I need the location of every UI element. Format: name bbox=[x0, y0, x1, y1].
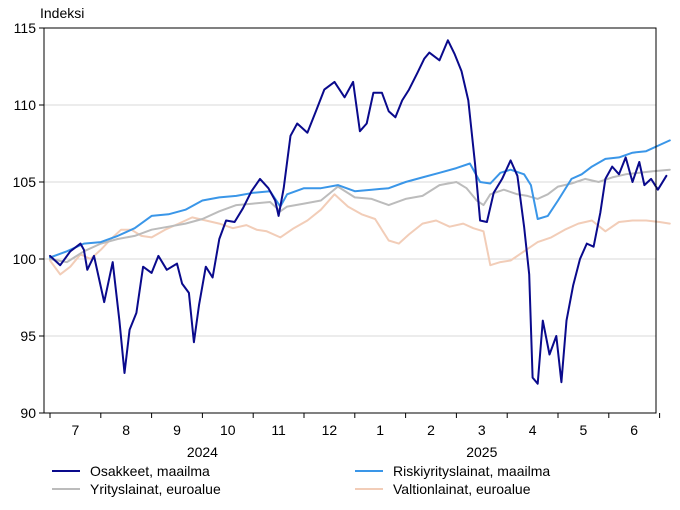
x-tick-label: 12 bbox=[322, 422, 338, 438]
x-tick-label: 11 bbox=[271, 422, 286, 438]
x-tick-label: 5 bbox=[580, 422, 588, 438]
series-line-3 bbox=[49, 193, 671, 276]
y-tick-label: 90 bbox=[20, 405, 36, 421]
series-line-2 bbox=[49, 168, 671, 264]
legend-swatch bbox=[52, 470, 80, 472]
x-tick-label: 4 bbox=[529, 422, 537, 438]
y-tick-label: 100 bbox=[13, 251, 37, 267]
x-tick-label: 7 bbox=[72, 422, 80, 438]
plot-frame bbox=[43, 27, 657, 414]
x-tick-label: 2 bbox=[427, 422, 435, 438]
y-tick-label: 110 bbox=[14, 97, 37, 113]
x-tick-label: 9 bbox=[173, 422, 181, 438]
series-lines bbox=[49, 39, 671, 385]
x-tick-label: 8 bbox=[122, 422, 130, 438]
y-axis-label: Indeksi bbox=[40, 5, 85, 21]
x-tick-label: 1 bbox=[376, 422, 384, 438]
x-tick-label: 10 bbox=[220, 422, 236, 438]
legend-swatch bbox=[355, 488, 383, 490]
y-tick-label: 115 bbox=[14, 20, 37, 36]
legend-label: Riskiyrityslainat, maailma bbox=[393, 463, 551, 479]
legend-label: Osakkeet, maailma bbox=[90, 463, 210, 479]
series-line-1 bbox=[49, 139, 671, 259]
y-tick-label: 105 bbox=[13, 174, 37, 190]
x-tick-label: 3 bbox=[478, 422, 486, 438]
y-axis-ticks: 90 95 100 105 110 115 bbox=[13, 20, 44, 421]
legend-label: Yrityslainat, euroalue bbox=[90, 481, 221, 497]
x-tick-label: 6 bbox=[630, 422, 638, 438]
series-line-0 bbox=[49, 39, 668, 385]
year-label: 2025 bbox=[466, 444, 497, 460]
legend-swatch bbox=[52, 488, 80, 490]
gridlines bbox=[44, 104, 656, 337]
year-label: 2024 bbox=[187, 444, 218, 460]
legend-swatch bbox=[355, 470, 383, 472]
y-tick-label: 95 bbox=[20, 328, 36, 344]
legend-label: Valtionlainat, euroalue bbox=[393, 481, 531, 497]
